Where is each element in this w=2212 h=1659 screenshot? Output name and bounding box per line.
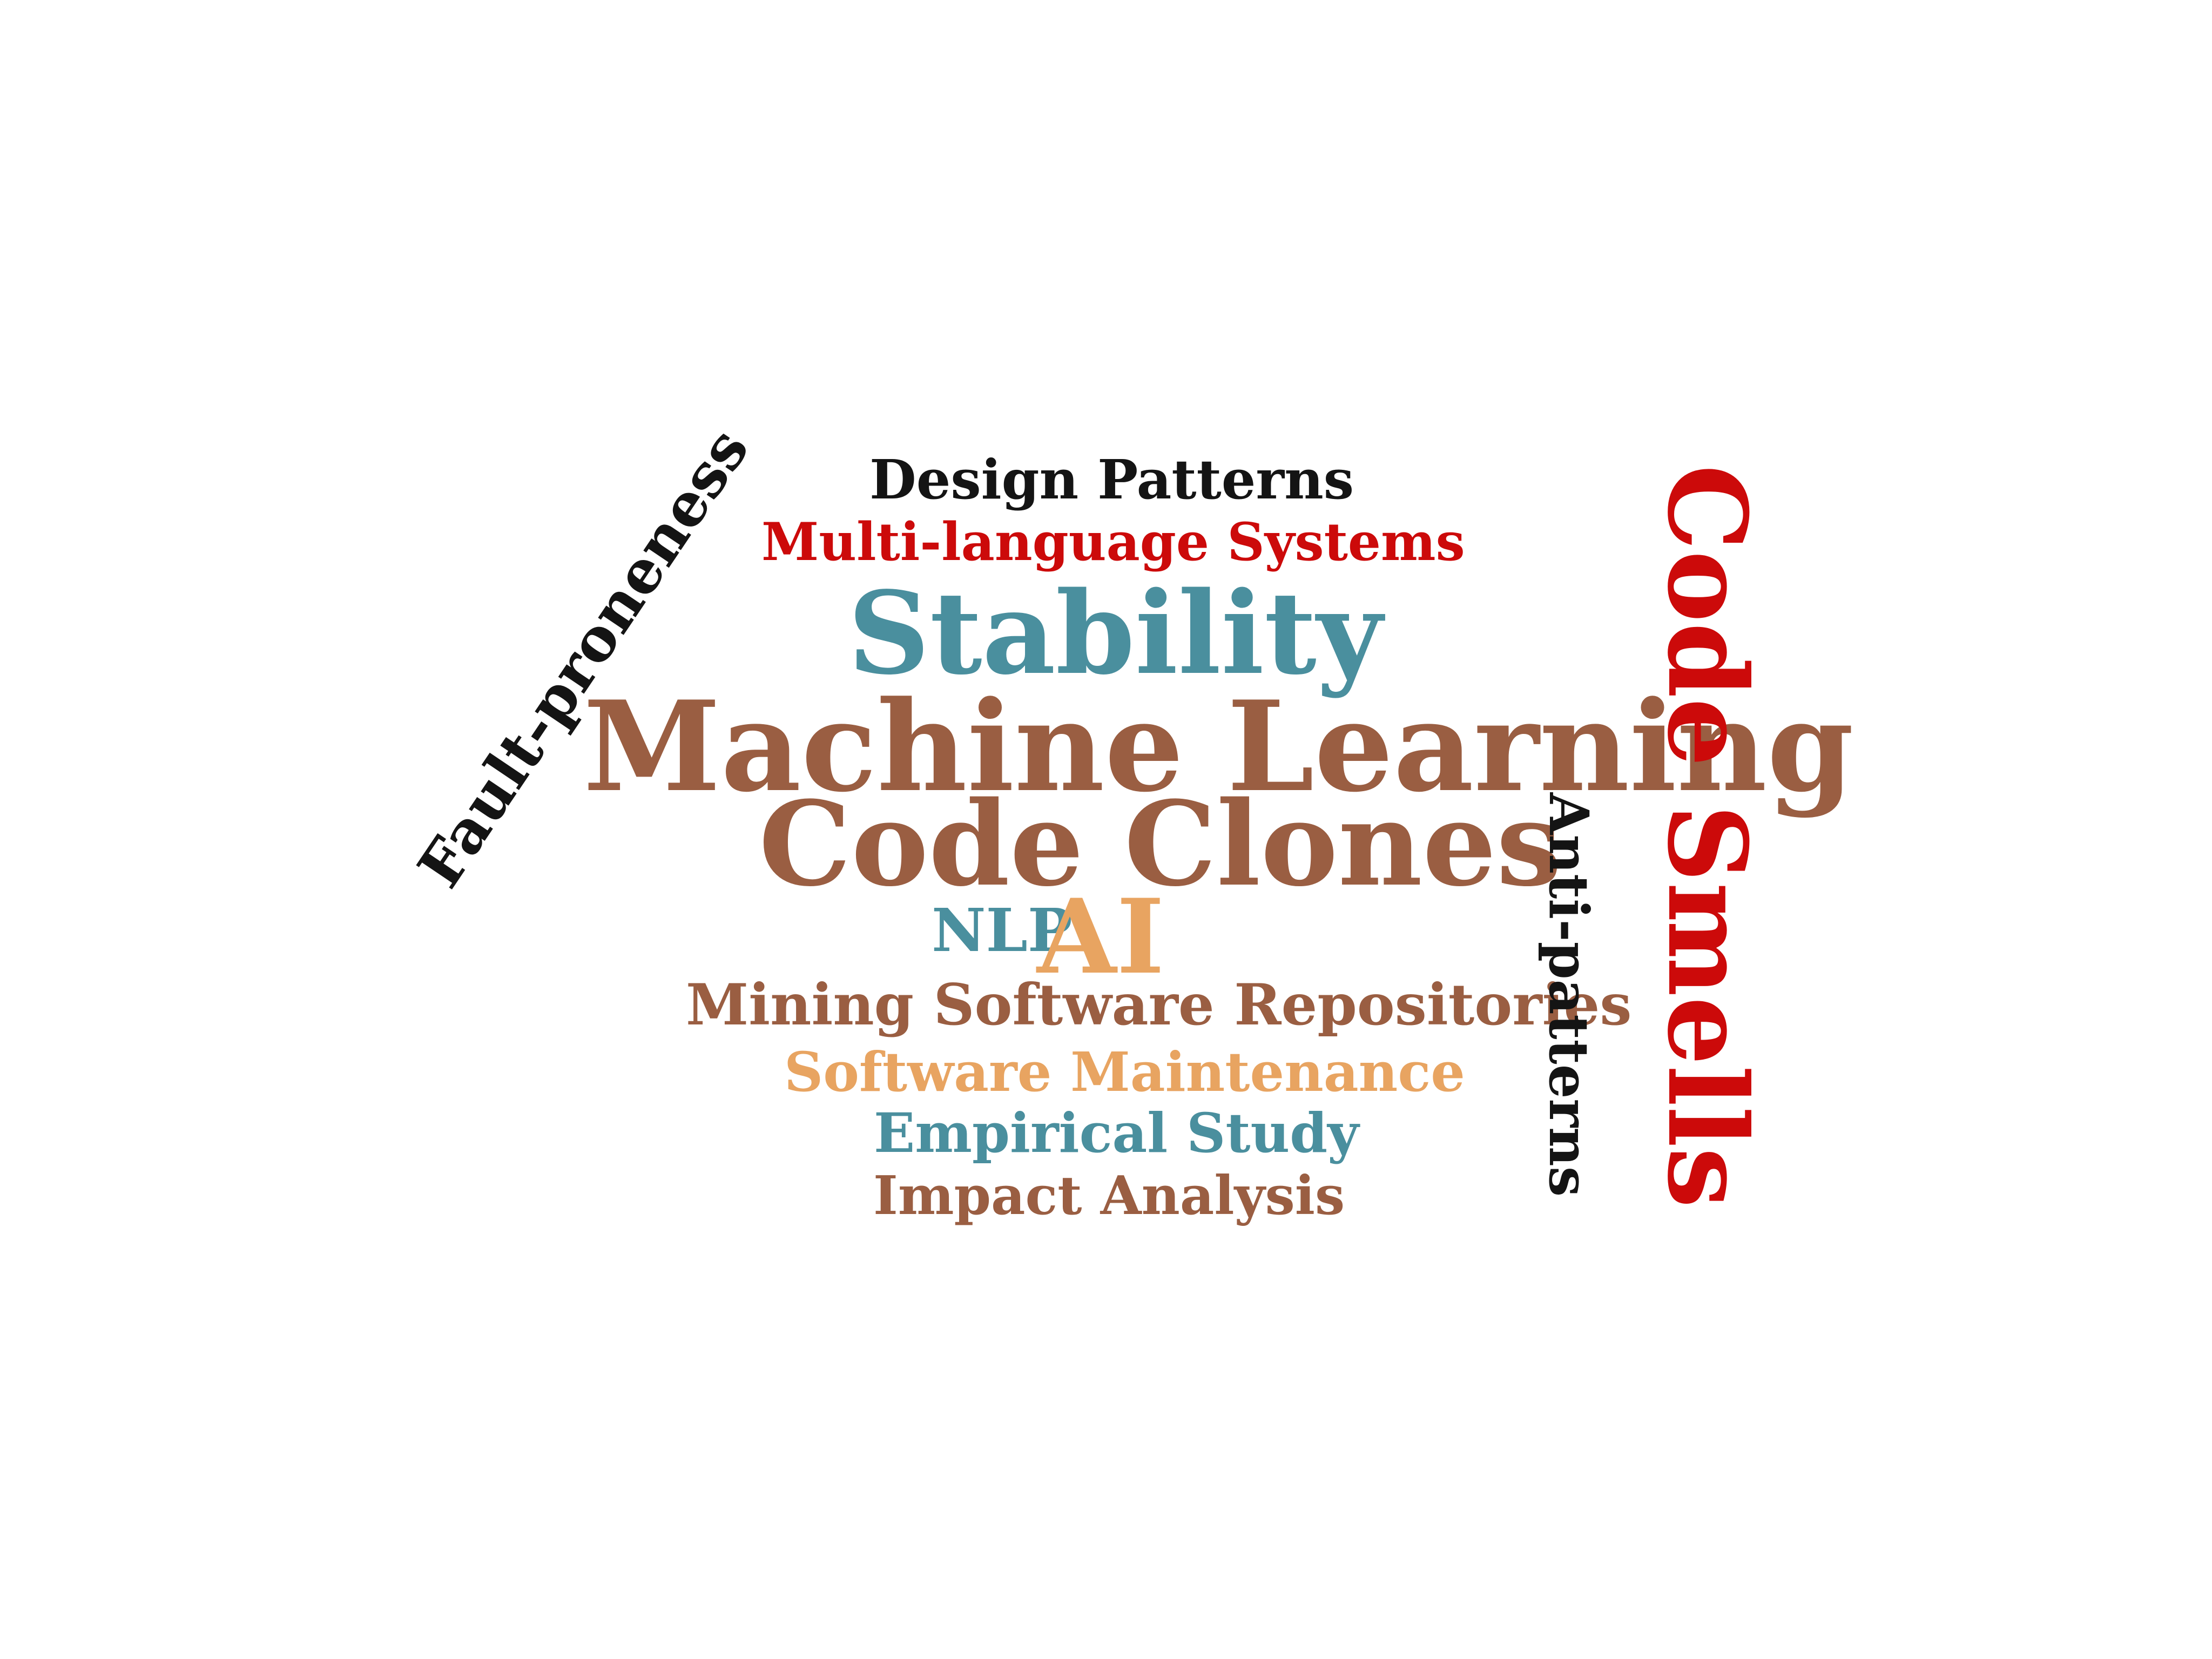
- word-machine-learning: Machine Learning: [583, 674, 1854, 820]
- word-mining-software-repositories: Mining Software Repositories: [686, 971, 1632, 1038]
- word-stability: Stability: [848, 567, 1382, 700]
- word-code-smells: Code Smells: [1643, 464, 1770, 1209]
- word-empirical-study: Empirical Study: [874, 1101, 1359, 1165]
- word-anti-patterns: Anti-patterns: [1537, 792, 1601, 1197]
- word-multi-language-systems: Multi-language Systems: [761, 511, 1465, 572]
- word-ai: AI: [1037, 876, 1165, 997]
- word-design-patterns: Design Patterns: [869, 448, 1354, 511]
- word-code-clones: Code Clones: [759, 775, 1562, 912]
- word-impact-analysis: Impact Analysis: [873, 1165, 1345, 1227]
- word-software-maintenance: Software Maintenance: [784, 1040, 1465, 1104]
- word-nlp: NLP: [932, 895, 1073, 965]
